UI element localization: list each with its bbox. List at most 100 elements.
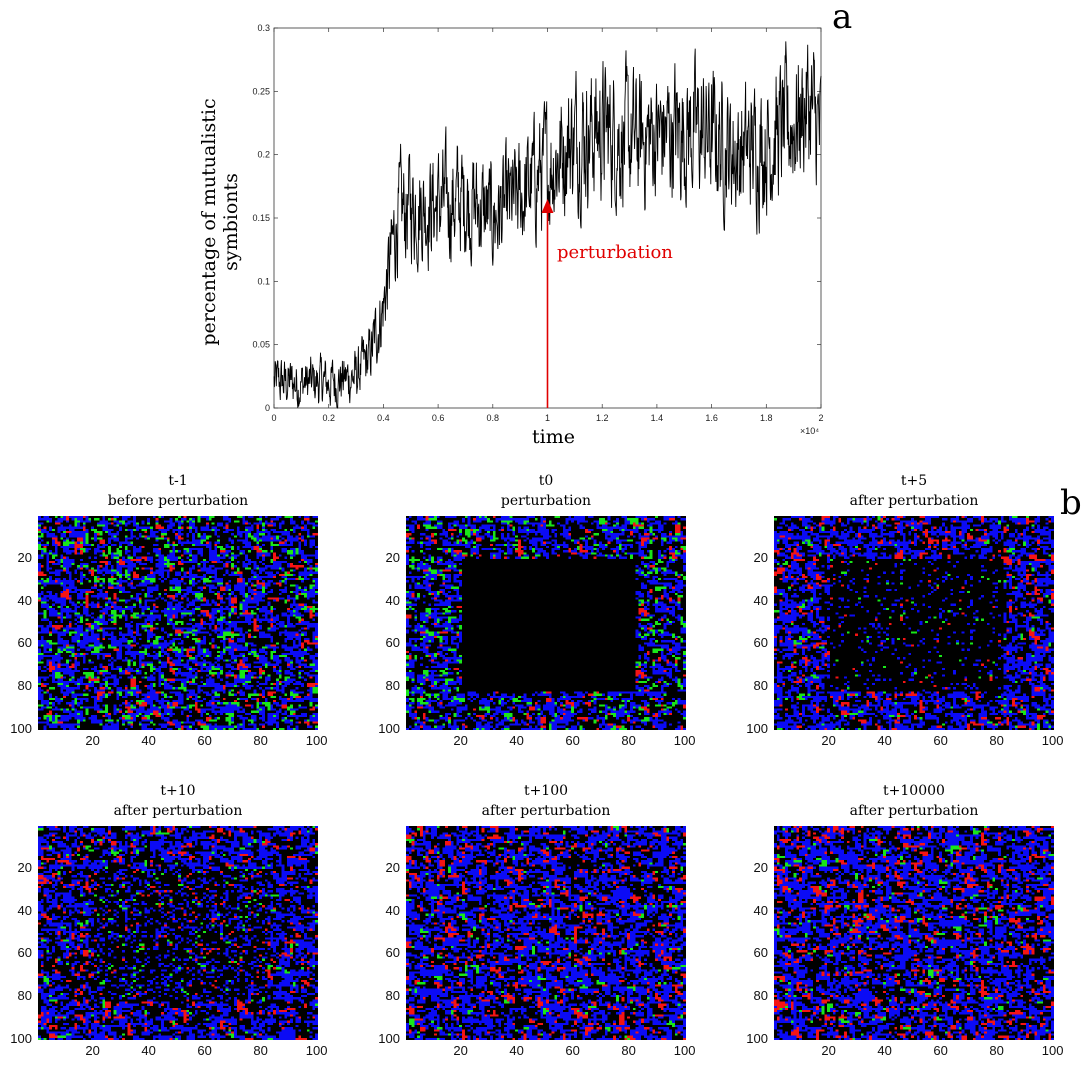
x-tick-label: 0.2 (322, 413, 335, 423)
heatmap-title: t+10 (160, 783, 196, 799)
heatmap-x-tick-label: 60 (197, 733, 212, 748)
heatmap-y-tick-label: 100 (10, 720, 32, 736)
heatmap-y-tick-label: 60 (753, 945, 768, 961)
heatmap-y-tick-label: 80 (385, 988, 400, 1004)
x-tick-label: 0.8 (487, 413, 500, 423)
heatmap-grid (774, 826, 1054, 1040)
x-tick-label: 1 (545, 413, 550, 423)
heatmap-x-tick-label: 100 (673, 733, 696, 748)
y-axis-label: percentage of mutualistic symbionts (198, 98, 242, 346)
heatmap-x-tick-label: 80 (253, 1043, 268, 1058)
heatmap-x-tick-label: 20 (453, 1043, 468, 1058)
x-tick-label: 2 (818, 413, 823, 423)
heatmap-y-tick-label: 80 (385, 678, 400, 694)
heatmap-y-tick-label: 80 (17, 678, 32, 694)
heatmap-x-tick-label: 80 (621, 1043, 636, 1058)
heatmap-y-tick-label: 100 (10, 1030, 32, 1046)
heatmap-x-tick-label: 80 (621, 733, 636, 748)
heatmap-grid (774, 516, 1054, 730)
heatmap-x-tick-label: 60 (565, 1043, 580, 1058)
heatmap-y-tick-label: 100 (746, 720, 768, 736)
heatmap-y-tick-label: 60 (385, 945, 400, 961)
x-tick-label: 1.8 (760, 413, 773, 423)
heatmap-x-tick-label: 40 (509, 1043, 524, 1058)
heatmap-y-tick-label: 40 (753, 902, 768, 918)
x-tick-label: 1.2 (596, 413, 609, 423)
heatmap-grid (38, 516, 318, 730)
heatmap-x-tick-label: 100 (673, 1043, 696, 1058)
heatmap-y-tick-label: 100 (378, 1030, 400, 1046)
x-axis-label: time (532, 426, 575, 448)
heatmap-y-tick-label: 60 (17, 945, 32, 961)
heatmap-x-tick-label: 100 (305, 733, 328, 748)
heatmap-y-tick-label: 20 (17, 549, 32, 565)
heatmap-x-tick-label: 60 (197, 1043, 212, 1058)
heatmap-y-tick-label: 20 (753, 859, 768, 875)
heatmap-x-tick-label: 40 (509, 733, 524, 748)
heatmap-x-tick-label: 60 (933, 733, 948, 748)
heatmap-subtitle: after perturbation (481, 803, 611, 819)
heatmap-y-tick-label: 20 (385, 859, 400, 875)
heatmap-x-tick-label: 20 (821, 733, 836, 748)
heatmap-y-tick-label: 60 (385, 635, 400, 651)
heatmap-title: t-1 (168, 473, 188, 489)
heatmap-y-tick-label: 20 (385, 549, 400, 565)
heatmap-x-tick-label: 60 (933, 1043, 948, 1058)
y-tick-label: 0.15 (252, 213, 270, 223)
heatmap-y-tick-label: 40 (385, 592, 400, 608)
x-tick-label: 1.4 (651, 413, 664, 423)
heatmap-title: t+100 (523, 783, 569, 799)
heatmap-y-tick-label: 60 (17, 635, 32, 651)
heatmap-y-tick-label: 80 (753, 678, 768, 694)
perturbation-label: perturbation (557, 242, 673, 263)
heatmap-x-tick-label: 100 (1041, 733, 1064, 748)
heatmap-y-tick-label: 40 (17, 902, 32, 918)
heatmap-x-tick-label: 80 (253, 733, 268, 748)
heatmap-x-tick-label: 20 (85, 733, 100, 748)
heatmap-x-tick-label: 40 (141, 1043, 156, 1058)
heatmap-x-tick-label: 40 (141, 733, 156, 748)
heatmap-x-tick-label: 40 (877, 1043, 892, 1058)
heatmap-subtitle: after perturbation (849, 803, 979, 819)
heatmap-x-tick-label: 20 (821, 1043, 836, 1058)
x-tick-label: 0.4 (377, 413, 390, 423)
y-tick-label: 0.1 (257, 276, 270, 286)
heatmap-subtitle: before perturbation (107, 493, 249, 509)
heatmap-grid (406, 826, 686, 1040)
heatmap-x-tick-label: 100 (305, 1043, 328, 1058)
x-tick-label: 0.6 (432, 413, 445, 423)
x-tick-label: 0 (271, 413, 276, 423)
heatmap-x-tick-label: 80 (989, 733, 1004, 748)
y-tick-label: 0 (265, 403, 270, 413)
line-chart: 0 0.2 0.4 0.6 0.8 1 1.2 1.4 1.6 1.8 2 0 0.05 0.1 0.15 0… (198, 20, 840, 450)
perturbation-arrow-head (541, 199, 554, 213)
heatmap-y-tick-label: 100 (746, 1030, 768, 1046)
heatmap-y-tick-label: 80 (753, 988, 768, 1004)
heatmap-x-tick-label: 20 (85, 1043, 100, 1058)
heatmap-subtitle: after perturbation (849, 493, 979, 509)
heatmap-y-tick-label: 100 (378, 720, 400, 736)
heatmap-title: t+5 (900, 473, 928, 489)
panel-a-letter: a (832, 0, 853, 37)
heatmap-x-tick-label: 80 (989, 1043, 1004, 1058)
heatmap-y-tick-label: 20 (17, 859, 32, 875)
y-tick-label: 0.2 (257, 150, 270, 160)
y-tick-label: 0.25 (252, 86, 270, 96)
heatmap-x-tick-label: 40 (877, 733, 892, 748)
y-tick-label: 0.3 (257, 23, 270, 33)
heatmap-title: t0 (538, 473, 554, 489)
panel-b-letter: b (1060, 483, 1082, 523)
heatmap-x-tick-label: 60 (565, 733, 580, 748)
heatmap-x-tick-label: 100 (1041, 1043, 1064, 1058)
heatmap-title: t+10000 (883, 783, 945, 799)
heatmap-y-tick-label: 40 (753, 592, 768, 608)
heatmap-grid (38, 826, 318, 1040)
y-tick-label: 0.05 (252, 340, 270, 350)
heatmap-x-tick-label: 20 (453, 733, 468, 748)
heatmap-y-tick-label: 60 (753, 635, 768, 651)
x-multiplier-label: ×10⁴ (800, 426, 820, 436)
heatmap-subtitle: after perturbation (113, 803, 243, 819)
line-chart-svg: 0 0.2 0.4 0.6 0.8 1 1.2 1.4 1.6 1.8 2 0 0.05 0.1 0.15 0… (252, 23, 823, 423)
heatmap-y-tick-label: 40 (17, 592, 32, 608)
heatmap-y-tick-label: 40 (385, 902, 400, 918)
